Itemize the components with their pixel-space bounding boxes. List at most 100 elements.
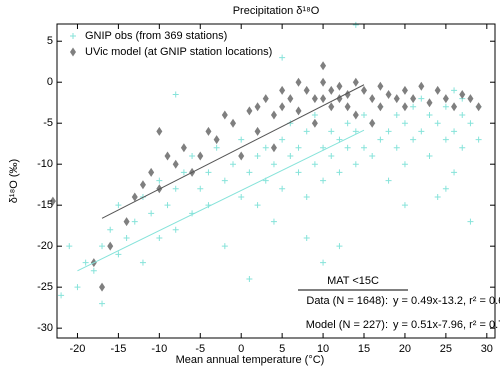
data-point (467, 94, 474, 104)
data-point (410, 94, 417, 104)
data-point (172, 91, 179, 98)
data-point (205, 126, 212, 136)
data-point (336, 81, 343, 91)
data-point (426, 152, 433, 159)
data-point (311, 112, 318, 119)
y-tick-label: 5 (47, 35, 53, 47)
data-point (180, 169, 187, 176)
data-point (279, 102, 286, 112)
data-point (385, 90, 392, 100)
annotation-fit: y = 0.51x-7.96, r² = 0.77 (393, 319, 500, 331)
data-point (320, 94, 327, 104)
data-point (213, 144, 220, 151)
data-point (180, 143, 187, 153)
data-point (279, 185, 286, 192)
y-tick-label: -25 (37, 281, 53, 293)
data-point (107, 226, 114, 233)
annotation-header: MAT <15C (327, 275, 379, 287)
legend-marker (70, 33, 76, 39)
x-tick-label: -10 (151, 343, 167, 355)
data-point (320, 177, 327, 184)
data-point (393, 112, 400, 119)
data-point (238, 151, 245, 161)
data-point (467, 120, 474, 127)
data-point (115, 202, 122, 209)
data-point (148, 167, 155, 177)
x-tick-label: 20 (399, 343, 411, 355)
x-tick-label: 10 (317, 343, 329, 355)
data-point (442, 185, 449, 192)
data-point (336, 136, 343, 143)
data-point (295, 106, 302, 116)
data-point (221, 243, 228, 250)
data-point (352, 77, 359, 87)
data-point (434, 193, 441, 200)
data-point (401, 161, 408, 168)
data-point (238, 193, 245, 200)
data-point (139, 180, 146, 190)
data-point (451, 169, 458, 176)
y-tick-label: -10 (37, 158, 53, 170)
data-point (418, 95, 425, 102)
data-point (352, 21, 359, 28)
data-point (246, 169, 253, 176)
data-point (311, 94, 318, 104)
data-point (164, 151, 171, 161)
data-point (197, 151, 204, 161)
legend-marker (70, 47, 76, 57)
chart-title: Precipitation δ¹⁸O (233, 5, 320, 17)
y-tick-label: -5 (43, 117, 53, 129)
plot-frame (56, 23, 496, 339)
data-point (385, 128, 392, 135)
y-axis-label: δ¹⁸O (‰) (8, 159, 20, 203)
data-point (66, 243, 73, 250)
data-point (352, 128, 359, 135)
data-point (475, 136, 482, 143)
data-point (230, 118, 237, 128)
data-point (328, 102, 335, 112)
y-tick-label: -30 (37, 322, 53, 334)
data-point (254, 152, 261, 159)
data-point (401, 85, 408, 95)
data-point (254, 126, 261, 136)
x-tick-label: 15 (358, 343, 370, 355)
data-point (270, 110, 277, 120)
data-point (270, 143, 277, 153)
legend-label: UVic model (at GNIP station locations) (85, 46, 272, 58)
data-point (107, 241, 114, 251)
data-point (295, 77, 302, 87)
data-point (426, 112, 433, 119)
data-point (270, 161, 277, 168)
data-point (123, 217, 130, 227)
x-tick-label: -15 (110, 343, 126, 355)
data-point (352, 110, 359, 120)
data-point (172, 226, 179, 233)
data-point (328, 85, 335, 95)
data-point (377, 81, 384, 91)
data-point (320, 77, 327, 87)
data-point (279, 136, 286, 143)
data-point (303, 128, 310, 135)
data-point (295, 169, 302, 176)
data-point (279, 54, 286, 61)
data-point (369, 118, 376, 128)
data-point (74, 284, 81, 291)
data-point (131, 218, 138, 225)
y-tick-label: -15 (37, 199, 53, 211)
data-point (164, 202, 171, 209)
data-point (459, 112, 466, 119)
data-point (270, 218, 277, 225)
data-point (303, 85, 310, 95)
data-point (246, 275, 253, 282)
data-point (303, 234, 310, 241)
data-point (254, 102, 261, 112)
data-point (401, 120, 408, 127)
y-tick-label: 0 (47, 76, 53, 88)
data-point (401, 102, 408, 112)
data-point (451, 102, 458, 112)
data-point (254, 202, 261, 209)
data-point (451, 128, 458, 135)
data-point (336, 243, 343, 250)
data-point (189, 152, 196, 159)
